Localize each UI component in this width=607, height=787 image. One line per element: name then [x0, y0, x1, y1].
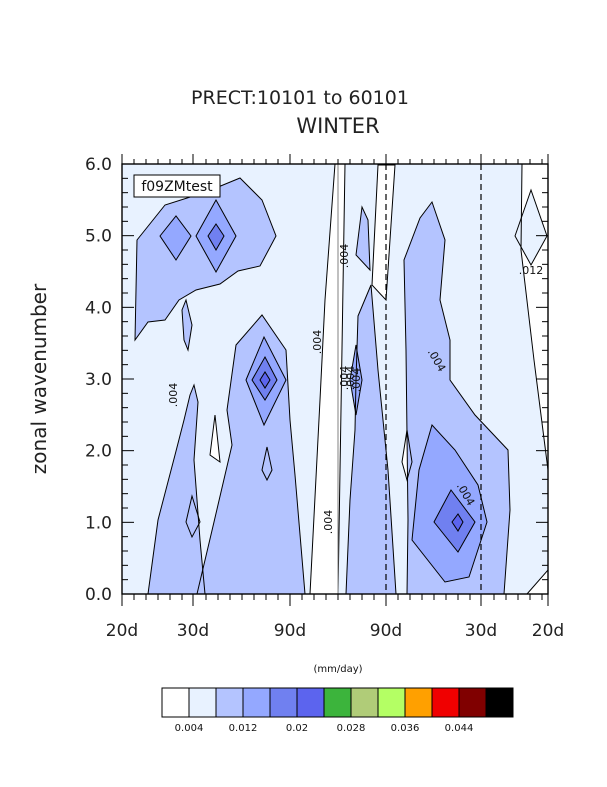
y-tick-label: 3.0 [85, 370, 112, 390]
contour-region [356, 207, 370, 270]
colorbar-label: 0.004 [175, 723, 204, 734]
contour-line [355, 205, 371, 272]
contour-label: .004 [350, 368, 363, 393]
contour-line [122, 164, 336, 594]
contour-line [526, 569, 548, 594]
contour-region [148, 385, 205, 594]
colorbar-label: 0.012 [229, 723, 258, 734]
contour-line [245, 335, 287, 427]
colorbar-label: 0.028 [337, 723, 366, 734]
contour-line [337, 164, 548, 594]
contour-line [207, 223, 225, 252]
colorbar-label: 0.02 [286, 723, 308, 734]
plot-area: .004.004.004.004.004.004.004.004.012.004 [121, 154, 549, 606]
y-tick-label: 0.0 [85, 585, 112, 605]
contour-line [251, 355, 278, 401]
x-tick-label: 30d [177, 621, 209, 641]
x-tick-labels: 20d 30d 90d 90d 30d 20d [106, 621, 564, 641]
contour-label: .004 [344, 366, 357, 391]
contour-label: .004 [311, 330, 324, 355]
contour-line [261, 446, 273, 482]
colorbar-box [188, 687, 217, 718]
colorbar-label: 0.044 [445, 723, 474, 734]
colorbar-box [404, 687, 433, 718]
contour-line [181, 298, 193, 352]
colorbar-label: 0.036 [391, 723, 420, 734]
chart-title: PRECT:10101 to 60101 [191, 87, 409, 109]
chart-subtitle: WINTER [296, 114, 379, 138]
contour-label: .004 [167, 383, 180, 408]
colorbar-box [485, 687, 514, 718]
contour-line [411, 424, 488, 583]
case-label-box: f09ZMtest [133, 174, 221, 198]
contour-label: .004 [322, 510, 335, 535]
contour-region [135, 178, 276, 340]
contour-line [259, 371, 271, 389]
contour-line [195, 198, 237, 274]
y-tick-label: 2.0 [85, 442, 112, 462]
y-axis-label: zonal wavenumber [27, 283, 51, 474]
case-label: f09ZMtest [141, 179, 213, 195]
y-tick-label: 6.0 [85, 155, 112, 175]
colorbar-box [161, 687, 190, 718]
contour-line [209, 414, 221, 464]
colorbar-box [323, 687, 352, 718]
contour-region [515, 190, 547, 265]
contour-fills [122, 164, 548, 594]
colorbar-labels: 0.004 0.012 0.02 0.028 0.036 0.044 [175, 723, 474, 734]
colorbar-box [296, 687, 325, 718]
contour-label: .004 [338, 244, 351, 269]
colorbar-box [458, 687, 487, 718]
y-tick-label: 4.0 [85, 298, 112, 318]
contour-line [147, 383, 206, 594]
y-tick-labels: 0.0 1.0 2.0 3.0 4.0 5.0 6.0 [85, 155, 112, 605]
x-tick-label: 20d [106, 621, 138, 641]
x-tick-label: 90d [274, 621, 306, 641]
colorbar [161, 687, 514, 718]
colorbar-box [377, 687, 406, 718]
contour-line [134, 177, 277, 342]
x-tick-label: 90d [370, 621, 402, 641]
axis-ticks [121, 154, 549, 606]
contour-line [433, 489, 476, 553]
colorbar-box [431, 687, 460, 718]
contour-line [401, 429, 413, 482]
y-tick-label: 1.0 [85, 513, 112, 533]
contour-region [372, 165, 395, 300]
y-tick-label: 5.0 [85, 227, 112, 247]
contour-region [210, 415, 220, 462]
contour-line [349, 344, 363, 416]
colorbar-box [350, 687, 379, 718]
contour-line [159, 215, 192, 261]
colorbar-box [269, 687, 298, 718]
colorbar-box [215, 687, 244, 718]
x-tick-label: 30d [465, 621, 497, 641]
contour-line [403, 200, 511, 594]
contour-line [345, 284, 397, 594]
contour-label: .004 [338, 366, 351, 391]
contour-line [196, 314, 306, 594]
contour-lines [122, 164, 548, 594]
x-tick-label: 20d [532, 621, 564, 641]
colorbar-box [242, 687, 271, 718]
units-label: (mm/day) [313, 664, 362, 675]
contour-line [185, 494, 201, 539]
contour-line [451, 513, 464, 532]
contour-line [371, 164, 396, 302]
contour-label: .012 [519, 264, 544, 277]
